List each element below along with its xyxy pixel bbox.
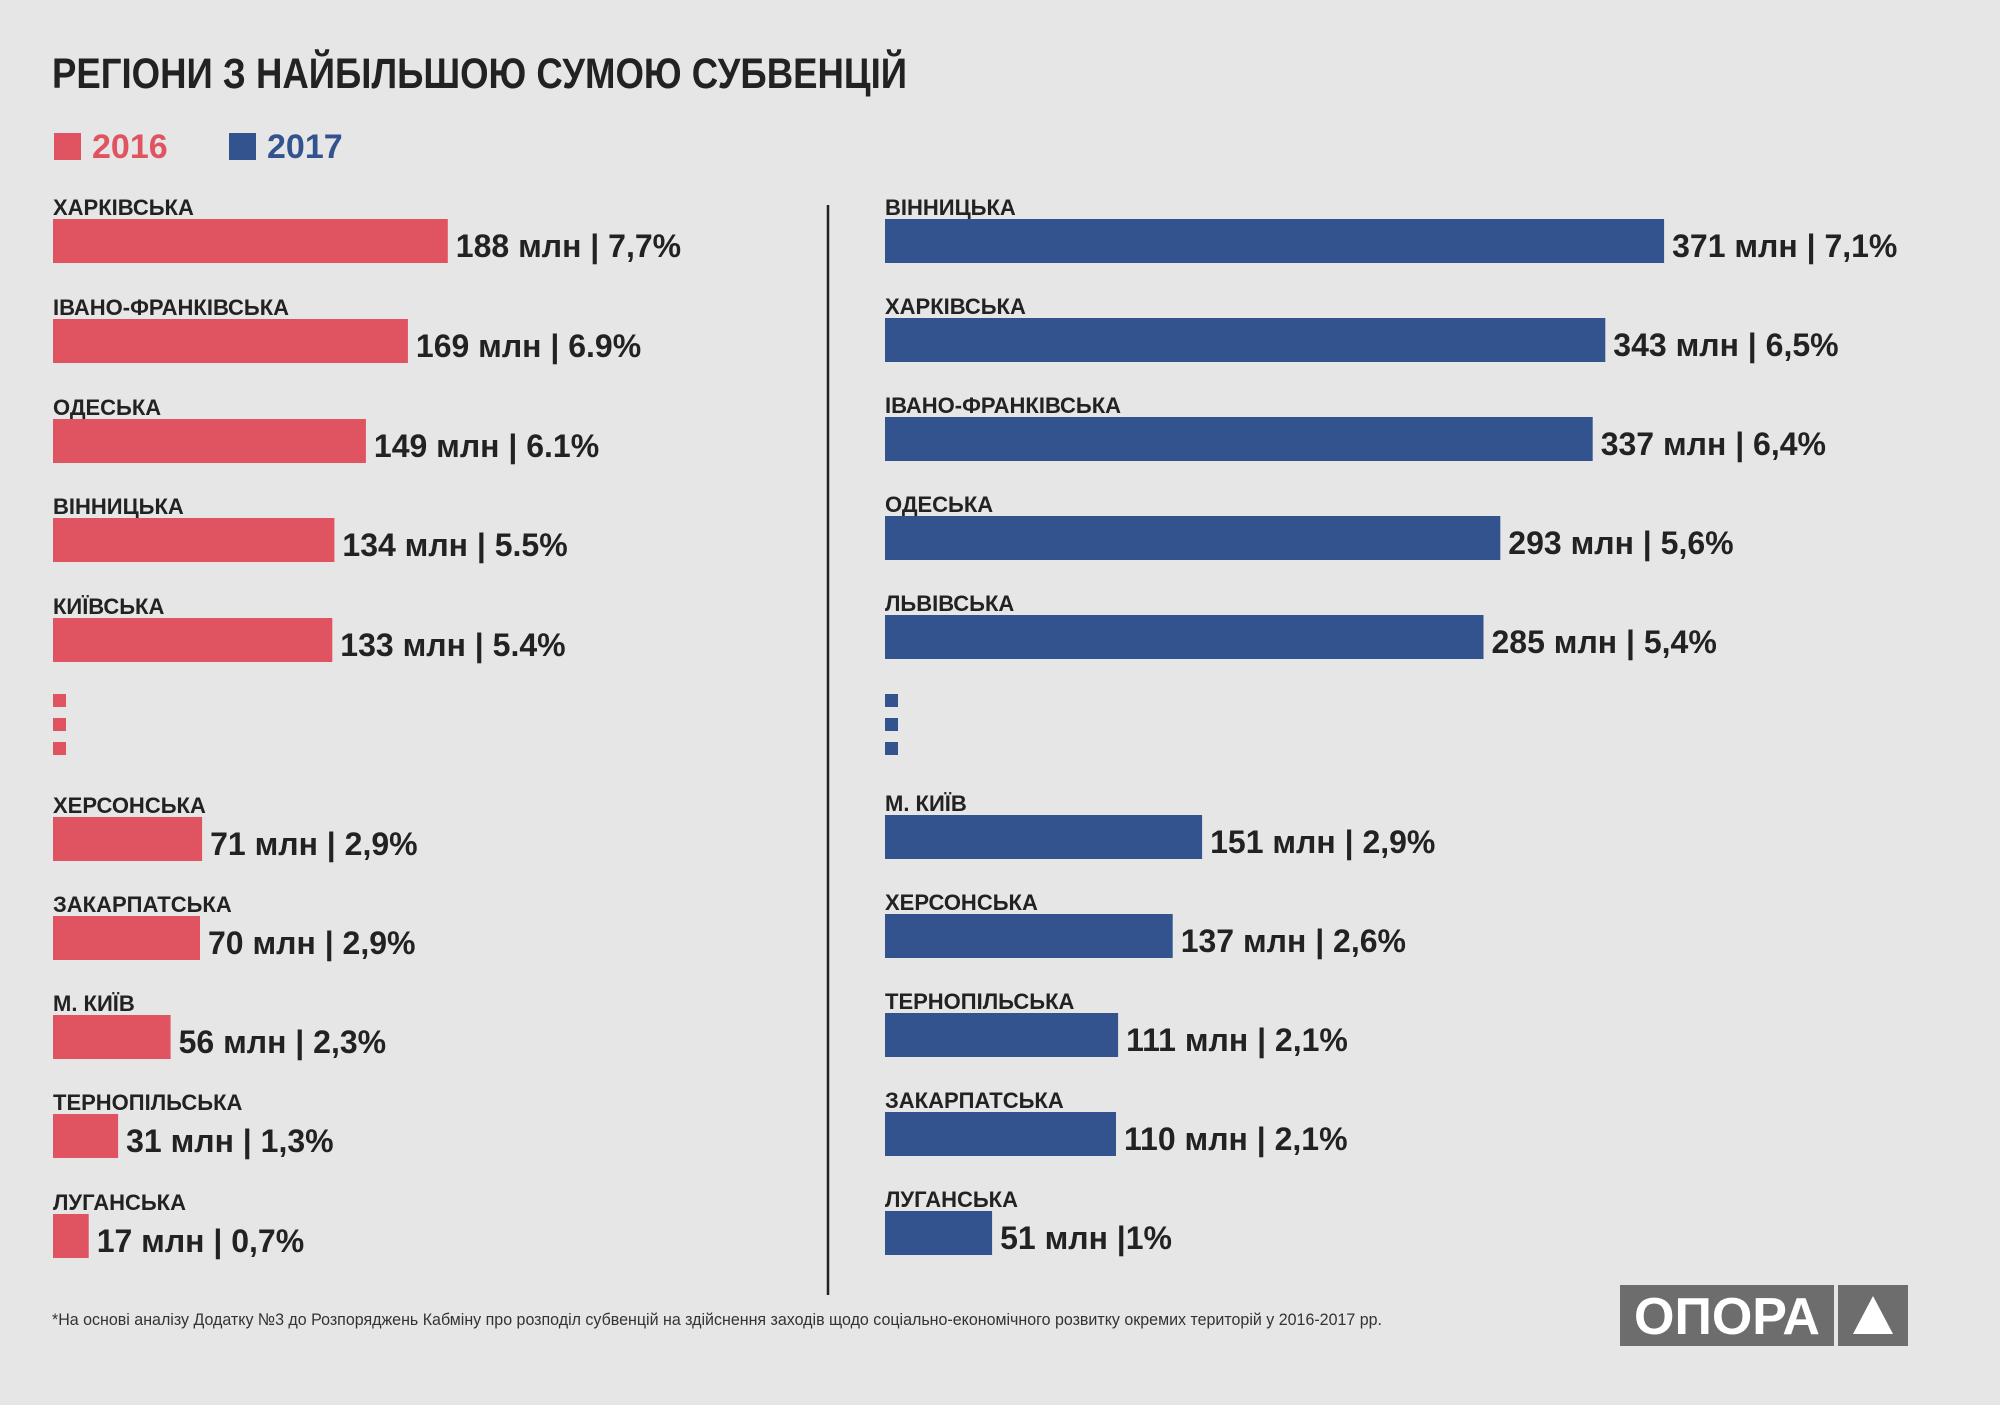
chart-title: РЕГІОНИ З НАЙБІЛЬШОЮ СУМОЮ СУБВЕНЦІЙ bbox=[52, 49, 907, 98]
value-label-2016-bottom-1: 70 млн | 2,9% bbox=[208, 925, 415, 961]
value-label-2017-top-1: 343 млн | 6,5% bbox=[1613, 327, 1838, 363]
bar-2016-top-4 bbox=[53, 618, 333, 662]
value-label-2016-bottom-4: 17 млн | 0,7% bbox=[97, 1223, 304, 1259]
value-label-2016-top-3: 134 млн | 5.5% bbox=[342, 527, 567, 563]
value-label-2016-bottom-2: 56 млн | 2,3% bbox=[179, 1024, 386, 1060]
region-label-2017-top-4: ЛЬВІВСЬКА bbox=[885, 591, 1014, 616]
region-label-2016-bottom-3: ТЕРНОПІЛЬСЬКА bbox=[53, 1090, 243, 1115]
legend-label-2016: 2016 bbox=[92, 128, 168, 166]
region-label-2017-bottom-4: ЛУГАНСЬКА bbox=[885, 1187, 1018, 1212]
region-label-2017-bottom-0: М. КИЇВ bbox=[885, 791, 967, 816]
value-label-2017-top-2: 337 млн | 6,4% bbox=[1601, 426, 1826, 462]
value-label-2016-top-0: 188 млн | 7,7% bbox=[456, 228, 681, 264]
ellipsis-dot-2016-2 bbox=[53, 742, 66, 755]
value-label-2016-top-2: 149 млн | 6.1% bbox=[374, 428, 599, 464]
bar-2017-top-3 bbox=[885, 516, 1501, 560]
value-label-2017-bottom-2: 111 млн | 2,1% bbox=[1126, 1022, 1348, 1058]
bar-2016-top-1 bbox=[53, 319, 408, 363]
bar-2017-top-1 bbox=[885, 318, 1606, 362]
logo-text-box bbox=[1620, 1285, 1834, 1346]
legend-label-2017: 2017 bbox=[267, 128, 343, 166]
legend: 2016 2017 bbox=[54, 128, 343, 166]
bar-2016-top-3 bbox=[53, 518, 335, 562]
region-label-2016-bottom-0: ХЕРСОНСЬКА bbox=[53, 793, 206, 818]
bar-2016-top-0 bbox=[53, 219, 448, 263]
value-label-2016-top-1: 169 млн | 6.9% bbox=[416, 328, 641, 364]
ellipsis-dot-2017-1 bbox=[885, 718, 898, 731]
bar-2017-bottom-0 bbox=[885, 815, 1203, 859]
value-label-2017-bottom-4: 51 млн |1% bbox=[1000, 1220, 1172, 1256]
bar-2016-bottom-0 bbox=[53, 817, 203, 861]
value-label-2016-bottom-3: 31 млн | 1,3% bbox=[126, 1123, 333, 1159]
logo-text: ОПОРА bbox=[1634, 1288, 1820, 1346]
value-label-2017-bottom-1: 137 млн | 2,6% bbox=[1181, 923, 1406, 959]
region-label-2016-bottom-1: ЗАКАРПАТСЬКА bbox=[53, 892, 232, 917]
bar-2016-bottom-3 bbox=[53, 1114, 119, 1158]
region-label-2017-bottom-1: ХЕРСОНСЬКА bbox=[885, 890, 1038, 915]
region-label-2016-bottom-4: ЛУГАНСЬКА bbox=[53, 1190, 186, 1215]
value-label-2017-top-0: 371 млн | 7,1% bbox=[1672, 228, 1897, 264]
bar-2017-top-2 bbox=[885, 417, 1593, 461]
region-label-2016-bottom-2: М. КИЇВ bbox=[53, 991, 135, 1016]
bar-2017-top-0 bbox=[885, 219, 1665, 263]
value-label-2017-bottom-0: 151 млн | 2,9% bbox=[1210, 824, 1435, 860]
region-label-2016-top-3: ВІННИЦЬКА bbox=[53, 494, 184, 519]
bars-layer: ХАРКІВСЬКА 188 млн | 7,7% ІВАНО-ФРАНКІВСЬК… bbox=[53, 195, 1897, 1259]
legend-swatch-2017 bbox=[229, 133, 256, 160]
bar-2017-bottom-3 bbox=[885, 1112, 1116, 1156]
legend-swatch-2016 bbox=[54, 133, 81, 160]
region-label-2017-top-0: ВІННИЦЬКА bbox=[885, 195, 1016, 220]
region-label-2017-bottom-2: ТЕРНОПІЛЬСЬКА bbox=[885, 989, 1075, 1014]
bar-2017-bottom-1 bbox=[885, 914, 1173, 958]
footnote: *На основі аналізу Додатку №3 до Розпоря… bbox=[52, 1310, 1382, 1329]
value-label-2017-bottom-3: 110 млн | 2,1% bbox=[1124, 1121, 1348, 1157]
value-label-2017-top-3: 293 млн | 5,6% bbox=[1508, 525, 1733, 561]
region-label-2016-top-0: ХАРКІВСЬКА bbox=[53, 195, 194, 220]
opora-logo: ОПОРА bbox=[1620, 1285, 1908, 1346]
region-label-2017-top-3: ОДЕСЬКА bbox=[885, 492, 993, 517]
region-label-2016-top-1: ІВАНО-ФРАНКІВСЬКА bbox=[53, 295, 289, 320]
region-label-2017-top-2: ІВАНО-ФРАНКІВСЬКА bbox=[885, 393, 1121, 418]
value-label-2016-top-4: 133 млн | 5.4% bbox=[340, 627, 565, 663]
bar-2017-top-4 bbox=[885, 615, 1484, 659]
bar-2016-bottom-4 bbox=[53, 1214, 89, 1258]
triangle-icon bbox=[1853, 1296, 1893, 1334]
ellipsis-dot-2016-1 bbox=[53, 718, 66, 731]
bar-2016-top-2 bbox=[53, 419, 366, 463]
value-label-2017-top-4: 285 млн | 5,4% bbox=[1492, 624, 1717, 660]
region-label-2017-bottom-3: ЗАКАРПАТСЬКА bbox=[885, 1088, 1064, 1113]
region-label-2016-top-4: КИЇВСЬКА bbox=[53, 594, 164, 619]
ellipsis-dot-2016-0 bbox=[53, 694, 66, 707]
bar-2017-bottom-4 bbox=[885, 1211, 993, 1255]
region-label-2017-top-1: ХАРКІВСЬКА bbox=[885, 294, 1026, 319]
ellipsis-dot-2017-0 bbox=[885, 694, 898, 707]
bar-2016-bottom-1 bbox=[53, 916, 200, 960]
region-label-2016-top-2: ОДЕСЬКА bbox=[53, 395, 161, 420]
bar-2017-bottom-2 bbox=[885, 1013, 1119, 1057]
value-label-2016-bottom-0: 71 млн | 2,9% bbox=[210, 826, 417, 862]
bar-2016-bottom-2 bbox=[53, 1015, 171, 1059]
ellipsis-dot-2017-2 bbox=[885, 742, 898, 755]
